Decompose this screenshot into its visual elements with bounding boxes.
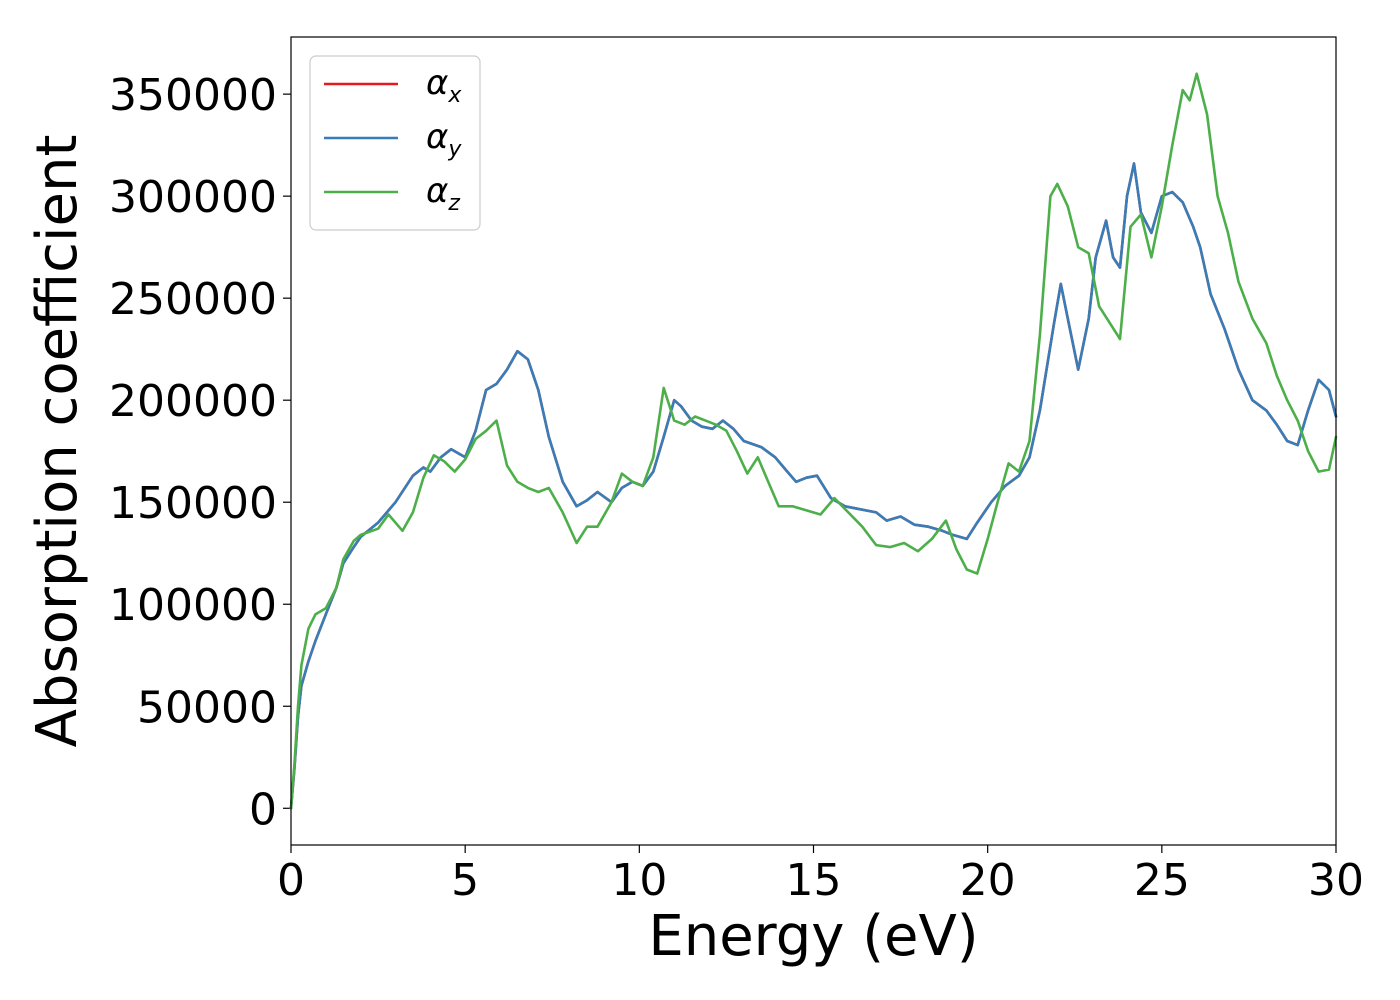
x-tick-label: 30 xyxy=(1308,855,1364,906)
y-axis-label: Absorption coefficient xyxy=(25,135,90,748)
axis-ticks: 0 5 10 15 20 25 30 0 50000 100000 150000 200000 2500… xyxy=(109,70,1364,906)
legend-symbol: α xyxy=(426,63,448,103)
x-tick-label: 25 xyxy=(1134,855,1190,906)
x-tick-label: 15 xyxy=(786,855,842,906)
series-line-alpha-y xyxy=(289,162,1338,810)
x-tick-label: 20 xyxy=(960,855,1016,906)
legend-label-alpha-z: αz xyxy=(426,171,460,216)
legend-symbol: α xyxy=(426,117,448,157)
y-tick-label: 0 xyxy=(249,784,277,835)
x-tick-label: 5 xyxy=(451,855,479,906)
y-tick-label: 50000 xyxy=(137,682,277,733)
legend-subscript: y xyxy=(447,137,462,162)
y-tick-label: 150000 xyxy=(109,478,277,529)
y-tick-label: 350000 xyxy=(109,70,277,121)
legend-box xyxy=(309,55,481,231)
y-tick-label: 250000 xyxy=(109,274,277,325)
legend-symbol: α xyxy=(426,171,448,211)
legend-label-alpha-x: αx xyxy=(426,63,462,108)
x-tick-label: 0 xyxy=(277,855,305,906)
y-tick-label: 100000 xyxy=(109,580,277,631)
y-tick-label: 200000 xyxy=(109,376,277,427)
x-tick-label: 10 xyxy=(611,855,667,906)
series-lines xyxy=(289,72,1338,810)
legend-subscript: x xyxy=(447,83,462,108)
legend-label-alpha-y: αy xyxy=(426,117,462,162)
y-tick-label: 300000 xyxy=(109,172,277,223)
x-axis-label: Energy (eV) xyxy=(648,904,978,969)
plot-frame xyxy=(290,36,1337,846)
series-line-alpha-z xyxy=(289,72,1338,810)
legend-subscript: z xyxy=(447,191,460,216)
